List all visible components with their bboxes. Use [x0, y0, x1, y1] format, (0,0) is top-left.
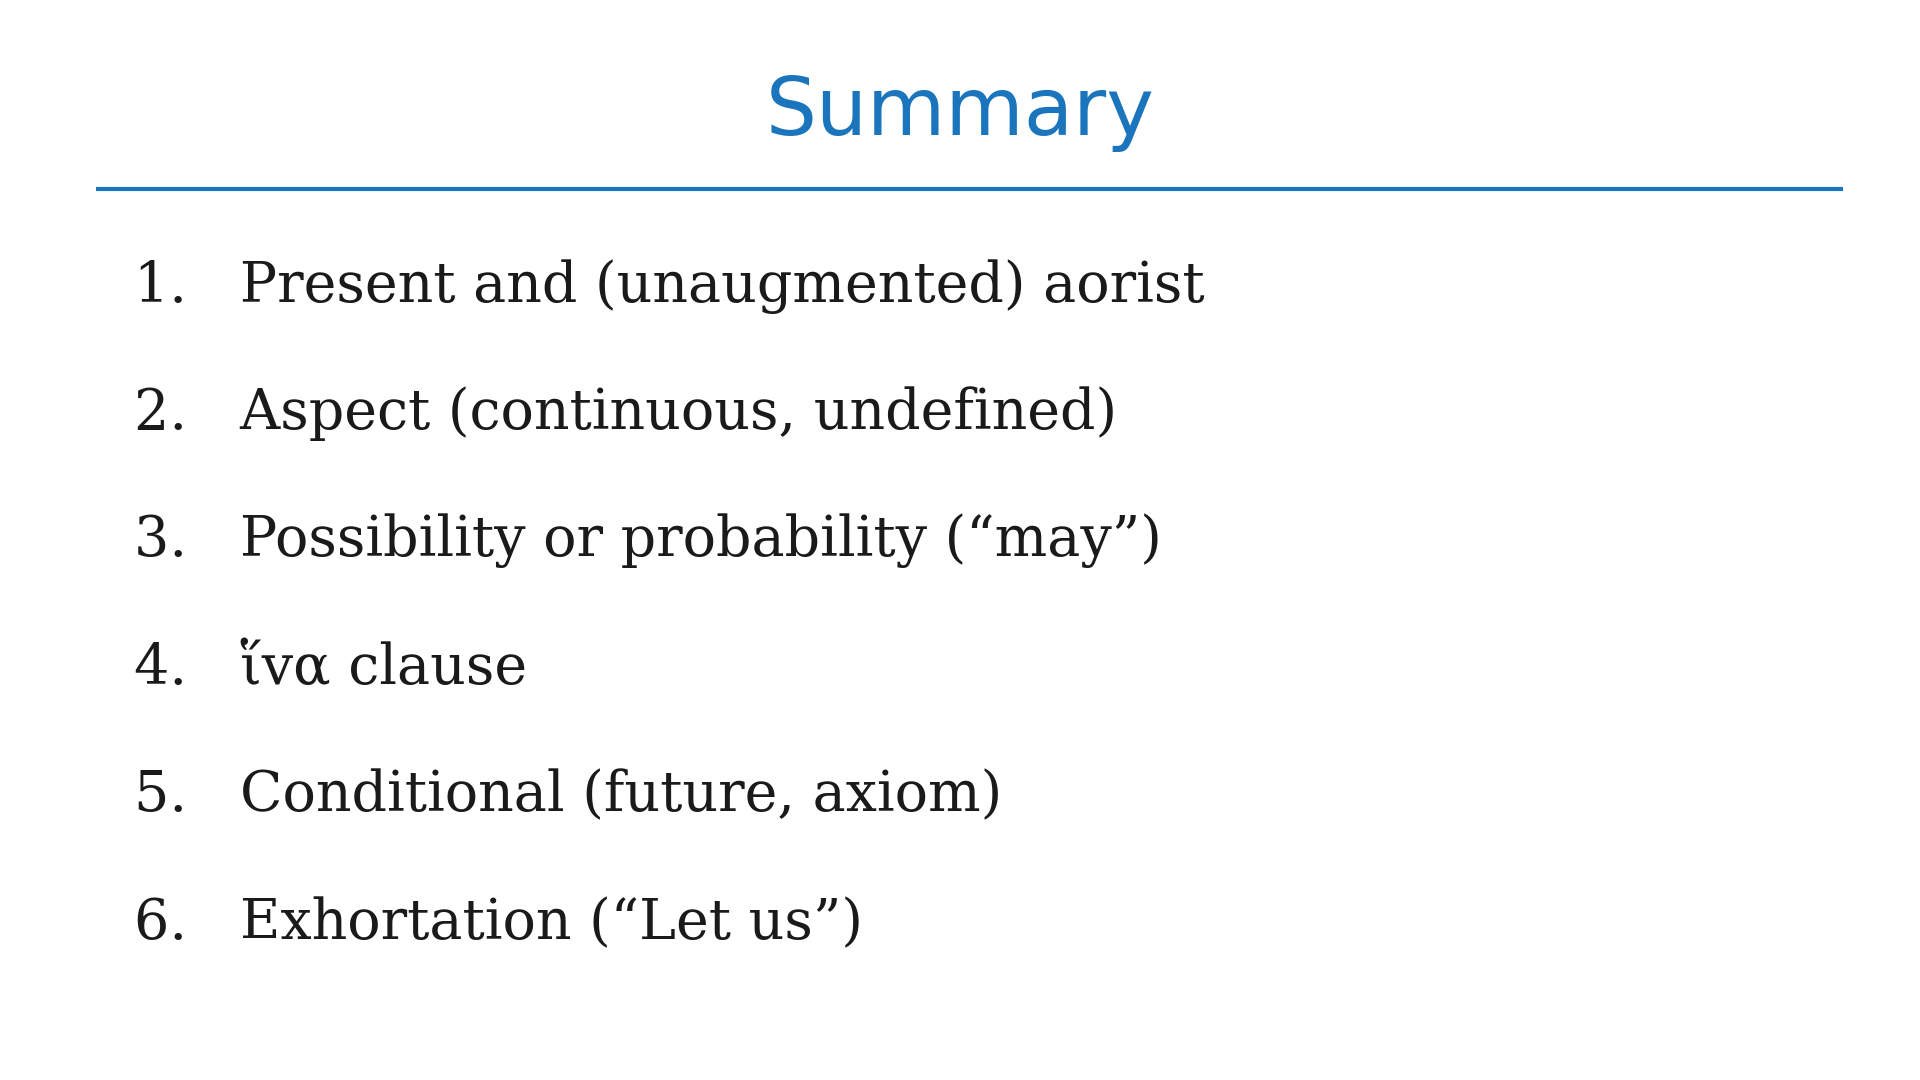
Text: 1.   Present and (unaugmented) aorist: 1. Present and (unaugmented) aorist [134, 259, 1206, 313]
Text: 6.   Exhortation (“Let us”): 6. Exhortation (“Let us”) [134, 896, 864, 950]
Text: 4.   ἵvα clause: 4. ἵvα clause [134, 642, 528, 696]
Text: 3.   Possibility or probability (“may”): 3. Possibility or probability (“may”) [134, 514, 1162, 568]
Text: 5.   Conditional (future, axiom): 5. Conditional (future, axiom) [134, 769, 1002, 823]
Text: 2.   Aspect (continuous, undefined): 2. Aspect (continuous, undefined) [134, 387, 1117, 441]
Text: Summary: Summary [766, 75, 1154, 152]
